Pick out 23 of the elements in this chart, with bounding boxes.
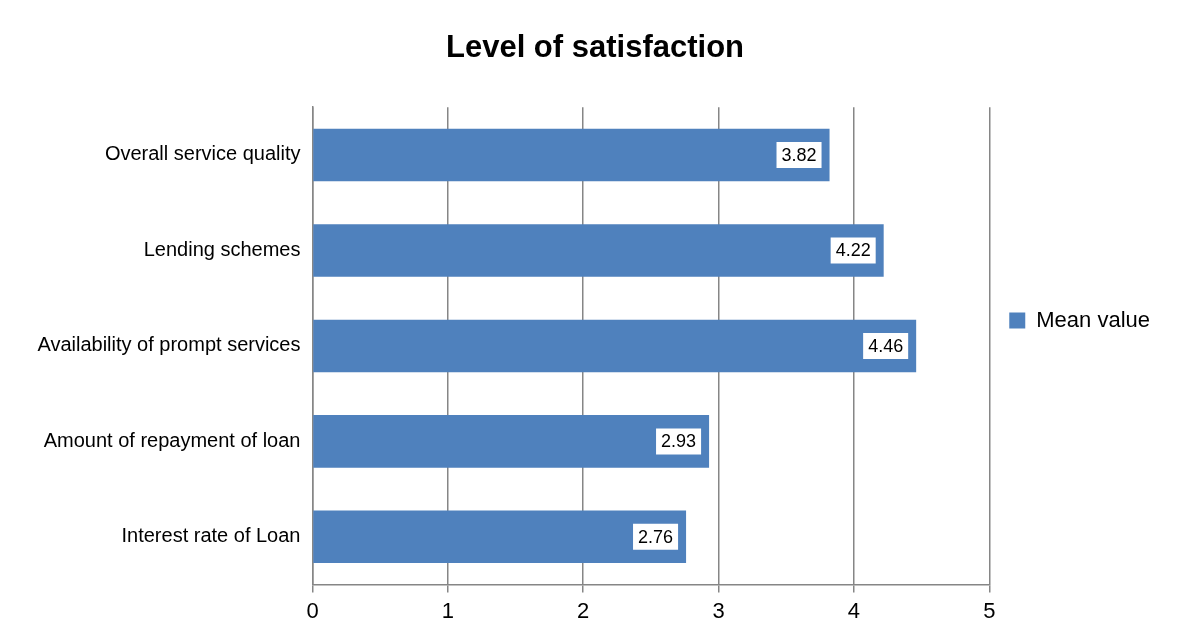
y-tick-label: Lending schemes (143, 237, 301, 260)
bar (313, 128, 830, 182)
data-label: 3.82 (781, 144, 817, 165)
legend-label: Mean value (1036, 306, 1151, 332)
y-tick-label: Interest rate of Loan (121, 524, 301, 547)
bar (313, 224, 884, 277)
data-label: 4.22 (835, 240, 871, 261)
x-tick-label: 2 (577, 597, 590, 623)
data-label: 2.93 (661, 431, 697, 452)
y-tick-label: Overall service quality (104, 142, 301, 165)
y-tick-label: Amount of repayment of loan (43, 428, 301, 451)
x-tick-label: 1 (441, 597, 454, 623)
y-tick-label: Availability of prompt services (37, 333, 301, 356)
data-label: 4.46 (868, 335, 904, 356)
data-label: 2.76 (638, 526, 674, 547)
chart-title: Level of satisfaction (445, 29, 745, 65)
bar (313, 415, 710, 468)
x-tick-label: 5 (983, 597, 996, 623)
bar (313, 319, 917, 373)
x-tick-label: 3 (712, 597, 725, 623)
x-tick-label: 0 (306, 597, 319, 623)
x-tick-label: 4 (847, 597, 861, 623)
bar (313, 510, 687, 564)
